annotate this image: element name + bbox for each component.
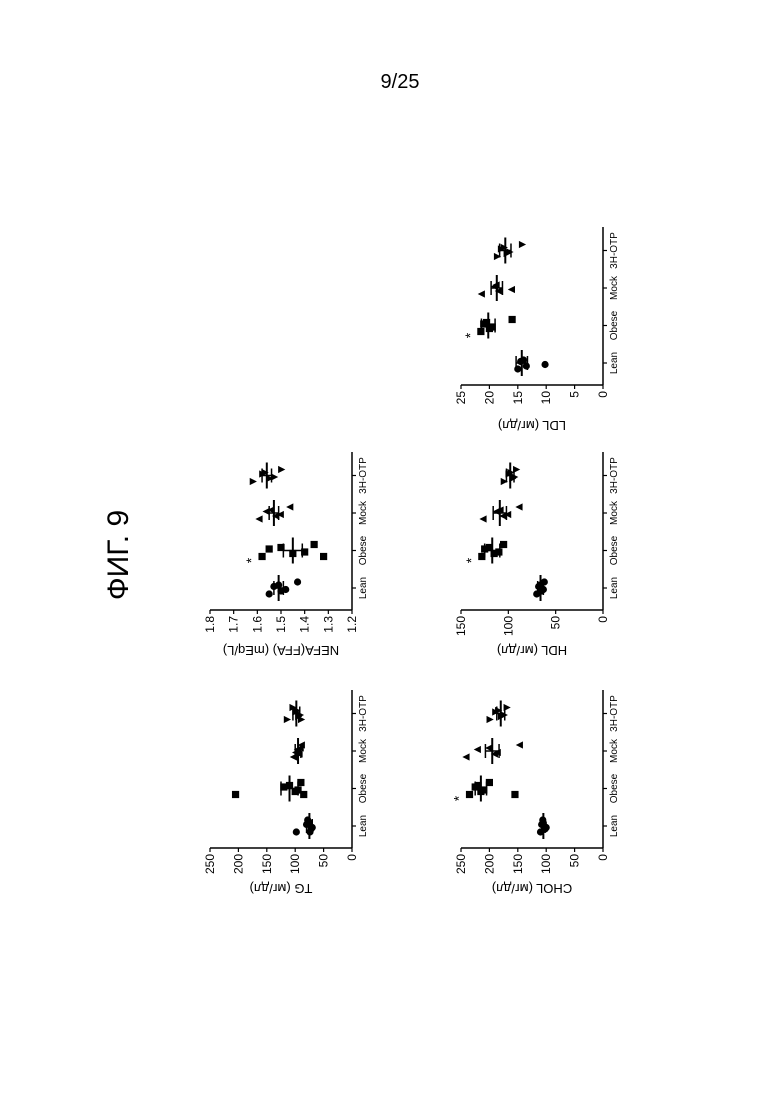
data-point xyxy=(487,716,494,723)
data-point xyxy=(278,466,285,473)
x-tick-label: Mock xyxy=(358,738,369,763)
x-tick-label: 3H-OTP xyxy=(358,457,369,494)
y-tick-label: 250 xyxy=(203,854,217,874)
y-tick-label: 1.5 xyxy=(274,616,288,633)
x-tick-label: Lean xyxy=(609,352,620,374)
chart: 0 50 100 150 HDL (мг/дл) Lean Obese * Mock 3H-OTP xyxy=(454,452,620,658)
y-tick-label: 1.7 xyxy=(227,616,241,633)
y-axis-label: HDL (мг/дл) xyxy=(497,643,567,658)
data-point xyxy=(320,553,327,560)
y-tick-label: 100 xyxy=(288,854,302,874)
data-point xyxy=(255,515,262,522)
data-point xyxy=(250,478,257,485)
y-tick-label: 15 xyxy=(511,391,525,405)
x-tick-label: 3H-OTP xyxy=(609,232,620,269)
data-point xyxy=(519,241,526,248)
x-tick-label: 3H-OTP xyxy=(358,695,369,732)
x-tick-label: Obese xyxy=(358,535,369,565)
data-point xyxy=(516,741,523,748)
data-point xyxy=(266,590,273,597)
y-tick-label: 1.2 xyxy=(345,616,359,633)
page: 9/25 ФИГ. 9 050100150200250TG (мг/дл)Lea… xyxy=(0,0,780,1103)
chart: 0 5 10 15 20 25 LDL (мг/дл) Lean Obese * Mock 3H-OT… xyxy=(454,227,620,433)
y-tick-label: 200 xyxy=(231,854,245,874)
data-point xyxy=(500,541,507,548)
y-axis-label: NEFA(FFA) (mEq/L) xyxy=(223,643,339,658)
x-tick-label: 3H-OTP xyxy=(609,457,620,494)
figure-label: ФИГ. 9 xyxy=(102,510,135,600)
data-point xyxy=(514,365,521,372)
data-point xyxy=(311,541,318,548)
data-point xyxy=(266,545,273,552)
y-tick-label: 1.3 xyxy=(321,616,335,633)
y-tick-label: 20 xyxy=(482,391,496,405)
x-tick-label: 3H-OTP xyxy=(609,695,620,732)
data-point xyxy=(478,290,485,297)
y-tick-label: 50 xyxy=(549,616,563,630)
x-tick-label: Lean xyxy=(609,577,620,599)
data-point xyxy=(515,503,522,510)
data-point xyxy=(509,316,516,323)
x-tick-label: Lean xyxy=(609,815,620,837)
data-point xyxy=(258,553,265,560)
chart: 0 50 100 150 200 250 CHOL (мг/дл) Lean Obese * Moc… xyxy=(451,690,620,896)
data-point xyxy=(293,828,300,835)
y-tick-label: 5 xyxy=(568,391,582,398)
y-tick-label: 1.8 xyxy=(203,616,217,633)
y-tick-label: 250 xyxy=(454,854,468,874)
y-tick-label: 0 xyxy=(596,616,610,623)
significance-mark: * xyxy=(462,332,478,338)
y-tick-label: 100 xyxy=(539,854,553,874)
x-tick-label: Lean xyxy=(358,815,369,837)
x-tick-label: Obese xyxy=(609,310,620,340)
data-point xyxy=(284,716,291,723)
y-tick-label: 0 xyxy=(596,854,610,861)
chart: 1.2 1.3 1.4 1.5 1.6 1.7 1.8 NEFA(FFA) (mEq/L) Le… xyxy=(203,452,369,658)
y-axis-label: LDL (мг/дл) xyxy=(498,418,566,433)
x-tick-label: Obese xyxy=(609,773,620,803)
data-point xyxy=(466,791,473,798)
data-point xyxy=(508,286,515,293)
data-point xyxy=(506,248,513,255)
y-tick-label: 50 xyxy=(568,854,582,868)
data-point xyxy=(479,515,486,522)
data-point xyxy=(462,753,469,760)
significance-mark: * xyxy=(463,557,479,563)
y-tick-label: 150 xyxy=(454,616,468,636)
y-tick-label: 150 xyxy=(511,854,525,874)
y-axis-label: TG (мг/дл) xyxy=(250,881,313,896)
x-tick-label: Obese xyxy=(609,535,620,565)
data-point xyxy=(300,791,307,798)
data-point xyxy=(232,791,239,798)
y-tick-label: 1.6 xyxy=(250,616,264,633)
y-axis-label: CHOL (мг/дл) xyxy=(492,881,572,896)
data-point xyxy=(511,791,518,798)
y-tick-label: 10 xyxy=(539,391,553,405)
x-tick-label: Mock xyxy=(609,275,620,300)
y-tick-label: 200 xyxy=(482,854,496,874)
significance-mark: * xyxy=(451,795,467,801)
y-tick-label: 100 xyxy=(501,616,515,636)
x-tick-label: Mock xyxy=(609,738,620,763)
data-point xyxy=(294,578,301,585)
data-point xyxy=(541,361,548,368)
y-tick-label: 0 xyxy=(596,391,610,398)
chart: 0 50 100 150 200 250 TG (мг/дл) Lean Obese Mock 3H… xyxy=(203,690,369,896)
x-tick-label: Obese xyxy=(358,773,369,803)
x-tick-label: Mock xyxy=(609,500,620,525)
x-tick-label: Lean xyxy=(358,577,369,599)
data-point xyxy=(286,503,293,510)
data-point xyxy=(495,548,502,555)
data-point xyxy=(541,578,548,585)
data-point xyxy=(474,746,481,753)
y-tick-label: 150 xyxy=(260,854,274,874)
y-tick-label: 25 xyxy=(454,391,468,405)
y-tick-label: 50 xyxy=(317,854,331,868)
y-tick-label: 0 xyxy=(345,854,359,861)
significance-mark: * xyxy=(243,557,259,563)
page-number: 9/25 xyxy=(381,71,420,93)
x-tick-label: Mock xyxy=(358,500,369,525)
y-tick-label: 1.4 xyxy=(298,616,312,633)
